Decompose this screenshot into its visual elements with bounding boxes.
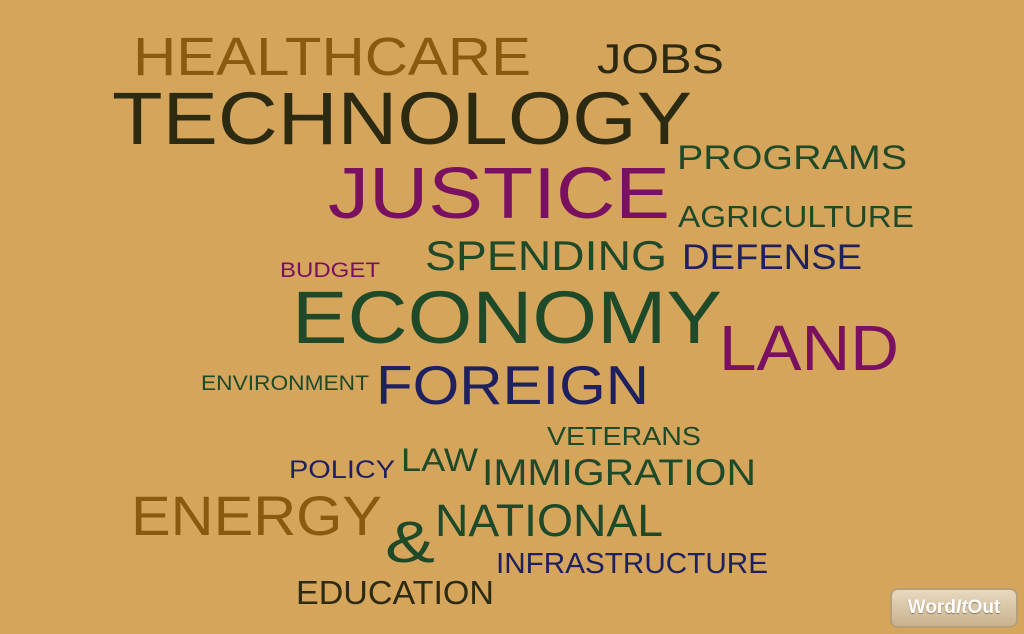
word-foreign: FOREIGN (376, 354, 649, 416)
logo-word: Word (907, 597, 956, 618)
word-technology: TECHNOLOGY (112, 77, 692, 160)
word-energy: ENERGY (131, 484, 382, 547)
word-law: LAW (401, 442, 478, 478)
word-national: NATIONAL (435, 495, 663, 546)
word-justice: JUSTICE (328, 154, 670, 234)
word-agriculture: AGRICULTURE (678, 199, 914, 234)
word-economy: ECONOMY (292, 276, 722, 359)
word-jobs: JOBS (597, 35, 724, 82)
word-veterans: VETERANS (547, 421, 701, 451)
word-infrastructure: INFRASTRUCTURE (496, 548, 768, 580)
word-programs: PROGRAMS (677, 139, 907, 177)
word-land: LAND (719, 312, 899, 384)
word-ampersand: & (385, 510, 435, 575)
logo-out: Out (967, 597, 1001, 618)
word-healthcare: HEALTHCARE (133, 27, 531, 87)
word-education: EDUCATION (296, 574, 494, 611)
word-environment: ENVIRONMENT (201, 372, 369, 395)
wordle-logo[interactable]: Word It Out (890, 588, 1018, 628)
logo-it: It (955, 597, 968, 618)
word-defense: DEFENSE (682, 238, 862, 277)
word-budget: BUDGET (280, 259, 380, 282)
word-immigration: IMMIGRATION (482, 452, 756, 493)
word-spending: SPENDING (425, 232, 667, 279)
word-policy: POLICY (289, 456, 395, 484)
